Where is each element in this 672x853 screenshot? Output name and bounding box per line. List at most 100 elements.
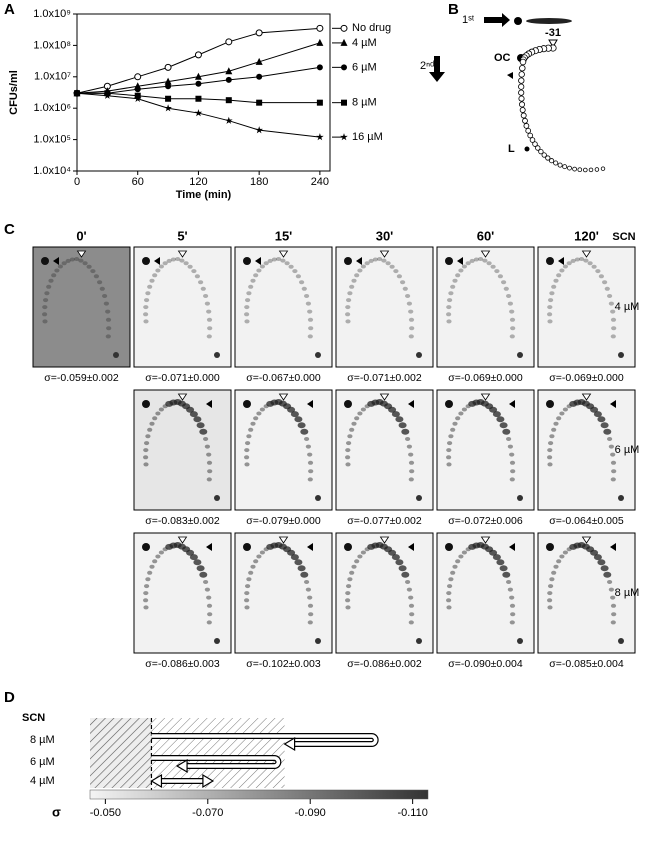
series-line: [77, 92, 320, 104]
marker: [340, 38, 348, 46]
marker: [73, 89, 81, 97]
gel-band: [271, 257, 277, 262]
arrow-head: [150, 773, 163, 789]
gel-band: [147, 570, 153, 575]
gel-band: [398, 565, 407, 572]
gel-band: [183, 261, 189, 266]
diagram: [429, 13, 606, 173]
gel-band: [198, 280, 204, 285]
gel-band: [158, 264, 164, 269]
gel-band: [143, 312, 149, 317]
marker: [316, 133, 324, 141]
gel-band: [496, 559, 505, 566]
gel-band: [43, 298, 49, 303]
gel-band: [346, 298, 352, 303]
gel-band: [199, 428, 208, 435]
gel-band: [388, 406, 397, 413]
gel-band: [450, 570, 456, 575]
gel-band: [595, 269, 601, 274]
gel-band: [103, 301, 109, 306]
gel-band: [556, 416, 562, 421]
open-triangle: [177, 250, 188, 258]
gel-band: [396, 274, 402, 279]
gel-spot: [41, 257, 49, 265]
gel-band: [106, 326, 112, 331]
topoisomer-spot: [519, 107, 526, 113]
gel-band: [509, 477, 515, 482]
gel-band: [360, 407, 366, 412]
topoisomer-spot: [572, 166, 577, 172]
gel-band: [206, 460, 213, 465]
gel-band: [608, 444, 615, 449]
gel-spot: [142, 400, 150, 408]
gel-band: [489, 406, 498, 413]
gel-band: [300, 428, 309, 435]
gel-band: [152, 559, 158, 564]
gel-band: [461, 407, 467, 412]
series-line: [76, 27, 320, 94]
gel-band: [408, 452, 414, 457]
gel-band: [290, 411, 299, 418]
filled-triangle: [558, 257, 564, 265]
filled-triangle: [356, 257, 362, 265]
gel-spot: [416, 495, 422, 501]
gel-band: [345, 462, 351, 467]
gel-band: [547, 305, 553, 310]
gel-band: [409, 469, 415, 474]
gel-band: [155, 554, 161, 559]
gel-band: [598, 274, 605, 279]
gel-band: [206, 334, 212, 339]
marker: [255, 126, 263, 134]
sigma-label: σ=-0.071±0.002: [347, 372, 422, 384]
column-header: 15': [275, 228, 293, 243]
gel-band: [559, 554, 565, 559]
sigma-label: σ=-0.083±0.002: [145, 515, 220, 527]
gel-band: [248, 570, 254, 575]
gel-band: [604, 286, 610, 291]
gel-band: [509, 595, 515, 600]
gel-band: [244, 312, 250, 317]
gel-band: [143, 448, 149, 453]
gel-band: [349, 284, 355, 289]
gel-band: [86, 264, 92, 269]
column-header: 60': [477, 228, 495, 243]
y-tick-label: 1.0x10⁶: [33, 102, 71, 114]
gel-band: [244, 305, 250, 310]
gel-band: [450, 284, 456, 289]
marker: [316, 64, 323, 71]
gel-band: [345, 305, 351, 310]
spot: [524, 146, 530, 152]
open-triangle: [581, 536, 592, 544]
gel-band: [297, 422, 306, 429]
gel-band: [461, 550, 467, 555]
open-triangle: [177, 393, 188, 401]
gel-band: [304, 437, 310, 441]
gel-band: [395, 416, 404, 423]
gel-band: [502, 428, 511, 435]
gel-image: [537, 246, 636, 368]
column-header: 120': [574, 228, 599, 243]
gel-spot: [214, 638, 220, 644]
gel-band: [149, 421, 155, 426]
marker: [165, 83, 172, 90]
gel-band: [400, 280, 406, 285]
gel-image: [537, 532, 636, 654]
gel-band: [408, 334, 414, 339]
gel-band: [393, 269, 399, 274]
gel-band: [42, 319, 48, 324]
gel-band: [90, 269, 96, 274]
gel-band: [191, 269, 197, 274]
gel-image: [234, 389, 333, 511]
label: OC: [494, 52, 511, 64]
gel-band: [206, 595, 212, 600]
gel-spot: [142, 543, 150, 551]
gel-band: [245, 441, 251, 446]
gel-band: [307, 595, 313, 600]
gel-band: [170, 257, 176, 262]
gel-band: [486, 261, 492, 266]
gel-band: [187, 264, 193, 269]
gel-band: [408, 595, 414, 600]
row-label: 6 µM: [30, 756, 55, 768]
topoisomer-spot: [532, 141, 538, 147]
gel-band: [490, 264, 496, 269]
